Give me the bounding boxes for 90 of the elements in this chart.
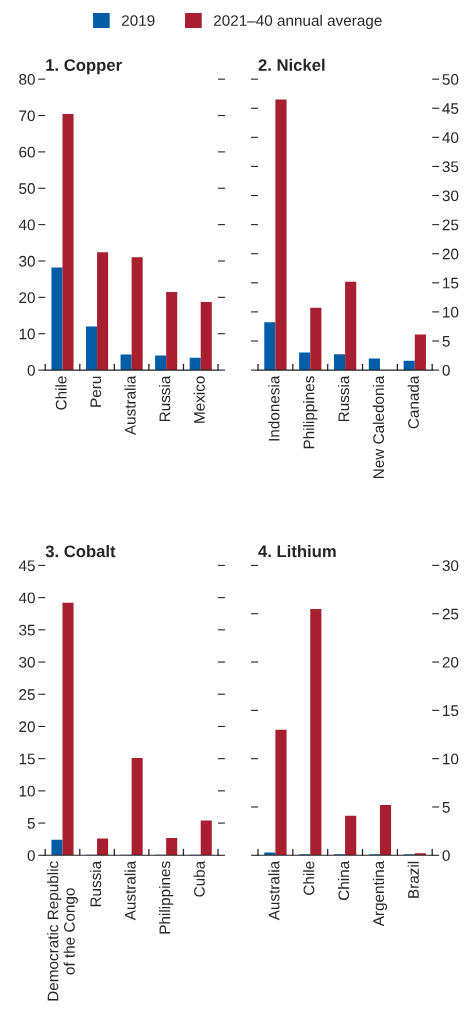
bar <box>379 805 392 856</box>
y-tick-label: 60 <box>19 146 35 158</box>
x-tick-label: Democratic Republic of the Congo <box>47 861 78 1001</box>
chart-title: 1. Copper <box>46 59 122 75</box>
x-tick-label: Chile <box>303 861 315 895</box>
y-tick-label: 10 <box>19 328 35 340</box>
x-tick-label: Peru <box>90 376 102 407</box>
bar <box>86 326 98 371</box>
y-tick-label: 30 <box>442 190 459 202</box>
bar <box>62 114 74 371</box>
x-tick-label: Australia <box>268 860 280 921</box>
bar <box>264 852 276 856</box>
y-tick-label: 15 <box>19 753 35 765</box>
x-tick-label: New Caledonia <box>372 375 385 478</box>
bar <box>368 358 380 371</box>
bar <box>131 758 143 856</box>
y-tick-label: 20 <box>19 292 35 304</box>
bar <box>166 291 178 371</box>
bar <box>51 839 63 856</box>
y-tick-label: 0 <box>27 850 35 861</box>
y-tick-label: 45 <box>18 560 35 572</box>
y-tick-label: 50 <box>442 74 459 85</box>
y-tick-label: 15 <box>443 277 459 289</box>
bar <box>333 354 346 371</box>
y-tick-label: 25 <box>442 608 459 620</box>
x-tick-label: Philippines <box>159 861 174 934</box>
y-tick-label: 10 <box>443 753 459 765</box>
bar <box>131 257 143 371</box>
bar <box>62 602 74 856</box>
y-tick-label: 20 <box>442 656 459 668</box>
bar <box>275 729 287 856</box>
y-tick-label: 80 <box>19 74 35 85</box>
x-tick-label: Russia <box>89 860 102 907</box>
x-tick-label: Chile <box>55 376 67 410</box>
x-tick-label: Brazil <box>407 861 419 898</box>
bar <box>51 267 63 371</box>
chart-title: 3. Cobalt <box>45 544 116 558</box>
bar <box>264 322 276 371</box>
x-tick-label: Indonesia <box>268 375 280 441</box>
bar <box>97 838 109 856</box>
y-tick-label: 0 <box>442 364 450 376</box>
y-tick-label: 70 <box>19 110 35 122</box>
y-tick-label: 50 <box>19 183 35 194</box>
bar <box>345 815 357 856</box>
bar <box>200 302 212 371</box>
x-tick-label: Australia <box>124 375 136 436</box>
x-tick-label: Russia <box>159 375 171 422</box>
y-tick-label: 45 <box>442 103 459 114</box>
bar <box>275 99 287 371</box>
y-tick-label: 40 <box>18 219 35 231</box>
bar <box>345 281 357 371</box>
y-tick-label: 5 <box>442 802 450 813</box>
x-tick-label: Mexico <box>193 376 205 423</box>
bar <box>120 354 132 371</box>
y-tick-label: 30 <box>19 255 35 267</box>
y-tick-label: 30 <box>19 656 35 668</box>
y-tick-label: 15 <box>443 705 459 717</box>
y-tick-label: 0 <box>442 850 450 861</box>
legend-label: 2019 <box>121 15 155 26</box>
bar <box>414 334 426 371</box>
x-tick-label: Argentina <box>372 860 388 927</box>
y-tick-label: 0 <box>27 364 35 376</box>
y-tick-label: 35 <box>19 624 35 636</box>
y-tick-label: 25 <box>19 689 35 700</box>
y-tick-label: 5 <box>27 818 35 829</box>
y-tick-label: 25 <box>442 219 459 231</box>
bar <box>97 252 109 371</box>
bar <box>299 352 311 371</box>
x-tick-label: Russia <box>337 375 350 422</box>
legend-label: 2021–40 annual average <box>214 14 382 29</box>
y-tick-label: 5 <box>442 336 450 347</box>
bar <box>200 820 212 856</box>
x-tick-label: Canada <box>407 375 419 429</box>
y-tick-label: 10 <box>19 785 35 797</box>
x-tick-label: China <box>337 860 350 900</box>
y-tick-label: 20 <box>19 721 35 733</box>
bar <box>166 837 178 856</box>
x-tick-label: Cuba <box>193 860 205 897</box>
y-tick-label: 20 <box>442 248 459 260</box>
y-tick-label: 40 <box>18 592 35 604</box>
y-tick-label: 40 <box>442 132 459 144</box>
chart-title: 4. Lithium <box>258 544 336 558</box>
y-tick-label: 30 <box>442 560 459 572</box>
chart-title: 2. Nickel <box>258 58 325 71</box>
y-tick-label: 10 <box>443 306 459 318</box>
y-tick-label: 35 <box>442 161 459 173</box>
bar <box>310 307 322 371</box>
x-tick-label: Philippines <box>303 376 318 449</box>
bar <box>310 608 322 856</box>
x-tick-label: Australia <box>124 860 136 921</box>
